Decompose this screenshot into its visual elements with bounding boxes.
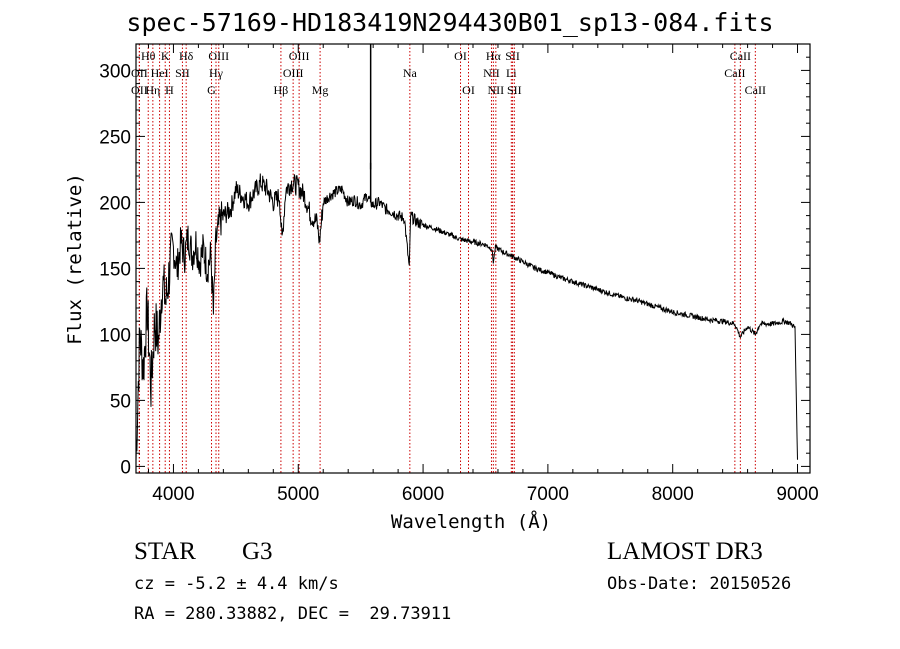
y-tick-label: 0 — [120, 457, 131, 478]
spectral-line-label: Hη — [145, 83, 160, 97]
x-tick-label: 6000 — [402, 484, 444, 505]
spectral-line-label: G — [207, 83, 216, 97]
y-tick-label: 250 — [99, 127, 131, 148]
coordinates-readout: RA = 280.33882, DEC = 29.73911 — [134, 604, 452, 624]
spectral-line-label: Hβ — [274, 83, 289, 97]
spectral-line-label: Hθ — [141, 49, 156, 63]
spectrum-series-line — [135, 173, 798, 461]
y-tick-label: 100 — [99, 325, 131, 346]
spectral-line-label: CaII — [745, 83, 766, 97]
redshift-readout: cz = -5.2 ± 4.4 km/s — [134, 574, 339, 594]
x-tick-label: 9000 — [776, 484, 818, 505]
object-subclass: G3 — [242, 538, 273, 565]
spectral-line-label: Na — [403, 66, 418, 80]
spectral-line-label: CaII — [724, 66, 745, 80]
y-tick-label: 50 — [110, 391, 131, 412]
spectral-line-label: OIII — [289, 49, 310, 63]
spectral-line-label: SII — [507, 83, 522, 97]
spectral-line-label: NII — [483, 66, 500, 80]
x-tick-label: 5000 — [277, 484, 319, 505]
spectral-line-label: Hδ — [179, 49, 194, 63]
spectral-line-label: OI — [454, 49, 467, 63]
spectral-line-label: HeI — [151, 66, 169, 80]
spectral-line-label: K — [161, 49, 170, 63]
plot-frame — [135, 43, 811, 474]
spectral-line-label: Hγ — [209, 66, 224, 80]
spectral-line-label: SII — [175, 66, 190, 80]
spectral-line-label: OIII — [283, 66, 304, 80]
y-tick-label: 300 — [99, 61, 131, 82]
x-tick-label: 8000 — [652, 484, 694, 505]
y-tick-label: 200 — [99, 193, 131, 214]
object-class: STAR — [134, 538, 196, 565]
spectral-line-label: OIII — [208, 49, 229, 63]
spectral-line-label: OII — [131, 83, 148, 97]
spectral-line-label: CaII — [730, 49, 751, 63]
observation-date: Obs-Date: 20150526 — [607, 574, 792, 594]
chart-title: spec-57169-HD183419N294430B01_sp13-084.f… — [126, 8, 774, 37]
spectral-line-label: SII — [505, 49, 520, 63]
spectral-line-label: Hα — [486, 49, 502, 63]
spectral-line-label: Li — [506, 66, 517, 80]
survey-name: LAMOST DR3 — [607, 538, 763, 565]
spectral-line-label: H — [165, 83, 174, 97]
x-axis-label: Wavelength (Å) — [390, 511, 552, 533]
spectral-line-label: Mg — [312, 83, 329, 97]
spectral-line-label: OI — [462, 83, 475, 97]
x-tick-label: 7000 — [527, 484, 569, 505]
y-axis-label: Flux (relative) — [64, 173, 86, 345]
x-tick-label: 4000 — [152, 484, 194, 505]
y-tick-label: 150 — [99, 259, 131, 280]
spectral-line-label: NII — [488, 83, 505, 97]
